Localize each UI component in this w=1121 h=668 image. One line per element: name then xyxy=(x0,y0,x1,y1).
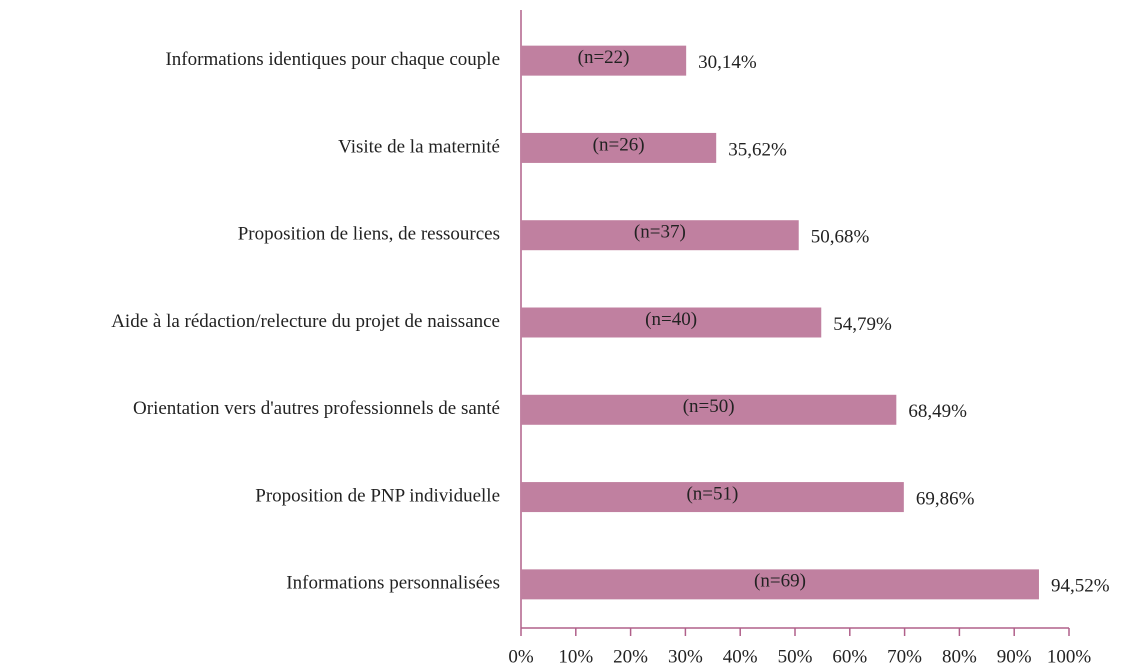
x-tick-label: 20% xyxy=(613,646,648,667)
x-tick-label: 10% xyxy=(558,646,593,667)
bar xyxy=(521,307,822,338)
bar xyxy=(521,45,687,76)
x-tick-label: 100% xyxy=(1047,646,1092,667)
value-label: 50,68% xyxy=(811,227,870,248)
value-label: 54,79% xyxy=(833,314,892,335)
x-tick-label: 0% xyxy=(508,646,534,667)
bar-label: (n=51) xyxy=(686,483,738,504)
bar xyxy=(521,482,904,513)
x-tick-label: 70% xyxy=(887,646,922,667)
category-label: Visite de la maternité xyxy=(338,136,500,157)
bar xyxy=(521,569,1039,600)
bar-label: (n=69) xyxy=(754,571,806,592)
bar-label: (n=40) xyxy=(645,309,697,330)
x-tick-label: 80% xyxy=(942,646,977,667)
x-tick-label: 30% xyxy=(668,646,703,667)
category-label: Informations identiques pour chaque coup… xyxy=(165,49,500,70)
value-label: 35,62% xyxy=(728,139,787,160)
category-label: Proposition de liens, de ressources xyxy=(238,224,500,245)
value-label: 68,49% xyxy=(908,401,967,422)
bar xyxy=(521,394,897,425)
category-label: Orientation vers d'autres professionnels… xyxy=(133,398,500,419)
bar-label: (n=26) xyxy=(593,134,645,155)
bar xyxy=(521,132,717,163)
x-tick-label: 40% xyxy=(723,646,758,667)
category-label: Proposition de PNP individuelle xyxy=(255,485,500,506)
bar-label: (n=22) xyxy=(578,47,630,68)
value-label: 69,86% xyxy=(916,488,975,509)
value-label: 94,52% xyxy=(1051,576,1110,597)
bar-label: (n=37) xyxy=(634,222,686,243)
x-tick-label: 90% xyxy=(997,646,1032,667)
bar xyxy=(521,220,799,251)
category-label: Informations personnalisées xyxy=(286,573,500,594)
value-label: 30,14% xyxy=(698,52,757,73)
x-tick-label: 50% xyxy=(778,646,813,667)
bar-label: (n=50) xyxy=(683,396,735,417)
x-tick-label: 60% xyxy=(832,646,867,667)
category-label: Aide à la rédaction/relecture du projet … xyxy=(111,311,500,332)
